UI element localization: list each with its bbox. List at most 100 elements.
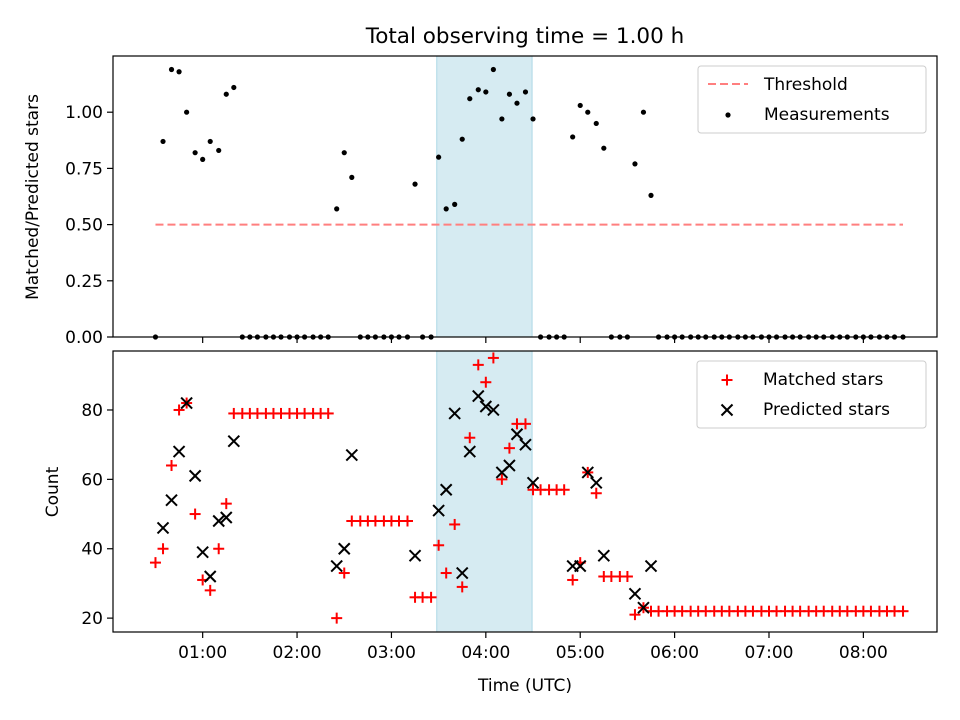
predicted-point [345, 448, 359, 462]
y-tick-label: 0.50 [65, 216, 103, 236]
legend-x-marker [720, 403, 734, 417]
x-tick-label: 06:00 [650, 643, 699, 663]
predicted-point [204, 570, 217, 583]
measurement-point [341, 150, 347, 156]
bottom-legend: Matched stars Predicted stars [696, 360, 927, 429]
matched-point [425, 591, 437, 603]
measurement-point [334, 206, 340, 212]
predicted-point [479, 400, 493, 413]
measurement-point [412, 181, 418, 187]
matched-point [189, 508, 201, 520]
matched-point [213, 543, 225, 555]
legend-measurement-swatch [725, 112, 731, 118]
measurement-point [483, 89, 489, 95]
y-tick-label: 1.00 [65, 103, 103, 123]
x-tick-label: 08:00 [839, 643, 888, 663]
predicted-point [196, 546, 209, 559]
predicted-point [448, 407, 461, 420]
matched-point [897, 605, 909, 617]
top-legend: Threshold Measurements [697, 65, 927, 134]
x-tick-label: 05:00 [556, 643, 605, 663]
predicted-point [574, 559, 587, 573]
x-tick-label: 07:00 [744, 643, 793, 663]
measurement-point [207, 138, 213, 145]
predicted-point [510, 428, 524, 441]
measurement-point [648, 192, 654, 198]
measurement-point [570, 134, 576, 140]
matched-point [590, 487, 602, 499]
top-y-axis-label: Matched/Predicted stars [23, 94, 43, 300]
matched-point [173, 404, 185, 416]
measurement-point [475, 87, 481, 93]
matched-point [558, 484, 570, 496]
predicted-point [227, 434, 241, 448]
predicted-point [408, 549, 422, 562]
top-highlight-span [436, 55, 533, 338]
predicted-point [330, 559, 343, 573]
y-tick-label: 80 [81, 401, 103, 421]
predicted-point [628, 587, 642, 601]
matched-point [157, 543, 169, 555]
legend-measurement-label: Measurements [764, 105, 890, 125]
predicted-point [526, 476, 540, 490]
predicted-points [156, 389, 658, 614]
predicted-point [590, 476, 603, 490]
measurement-point [530, 116, 536, 122]
predicted-point [597, 549, 611, 562]
predicted-point [503, 459, 516, 472]
predicted-point [338, 542, 351, 555]
predicted-point [156, 521, 170, 535]
predicted-point [581, 466, 594, 479]
measurement-point [593, 120, 599, 127]
bottom-legend-frame [696, 360, 927, 429]
matched-point [567, 574, 579, 586]
bottom-plot-frame [112, 350, 938, 633]
matched-point [480, 376, 492, 388]
y-tick-label: 20 [81, 609, 103, 629]
measurement-point [585, 109, 591, 115]
matched-point [519, 418, 531, 430]
y-tick-label: 0.75 [65, 159, 103, 179]
predicted-point [172, 445, 186, 458]
predicted-point [463, 445, 476, 458]
measurement-point [160, 138, 166, 145]
measurement-point [176, 69, 182, 75]
matched-point [204, 584, 216, 596]
predicted-point [487, 403, 500, 417]
matched-point [456, 581, 468, 593]
x-axis-label: Time (UTC) [477, 676, 572, 696]
measurement-point [200, 156, 206, 163]
measurement-point [467, 96, 473, 102]
measurement-point [506, 91, 513, 97]
predicted-point [188, 469, 202, 483]
top-legend-frame [697, 65, 927, 134]
matched-point [464, 432, 476, 444]
measurement-point [349, 174, 355, 180]
measurement-point [184, 109, 190, 115]
matched-point [472, 359, 484, 371]
matched-point [149, 557, 161, 569]
predicted-point [165, 493, 178, 507]
top-x-ticks [202, 337, 864, 343]
x-tick-label: 02:00 [273, 643, 322, 663]
legend-predicted-label: Predicted stars [763, 400, 890, 420]
bottom-x-axis: 01:00 02:00 03:00 04:00 05:00 06:00 07:00 08:00 [178, 632, 888, 663]
measurement-point [216, 147, 222, 154]
legend-plus-marker [721, 374, 733, 386]
predicted-point [456, 566, 469, 580]
y-tick-label: 0.00 [65, 328, 103, 348]
measurement-point [436, 154, 442, 160]
y-tick-label: 60 [81, 470, 103, 490]
predicted-point [637, 601, 650, 614]
predicted-point [472, 389, 485, 403]
predicted-point [439, 483, 453, 496]
measurement-point [168, 66, 175, 73]
legend-predicted-swatch [720, 403, 734, 417]
matched-point [331, 612, 343, 624]
top-y-axis: 0.00 0.25 0.50 0.75 1.00 [65, 103, 113, 348]
bottom-y-axis: 20 40 60 80 [81, 401, 113, 629]
bottom-y-axis-label: Count [43, 466, 63, 517]
bottom-highlight-span [436, 350, 533, 633]
measurement-point [601, 145, 607, 151]
